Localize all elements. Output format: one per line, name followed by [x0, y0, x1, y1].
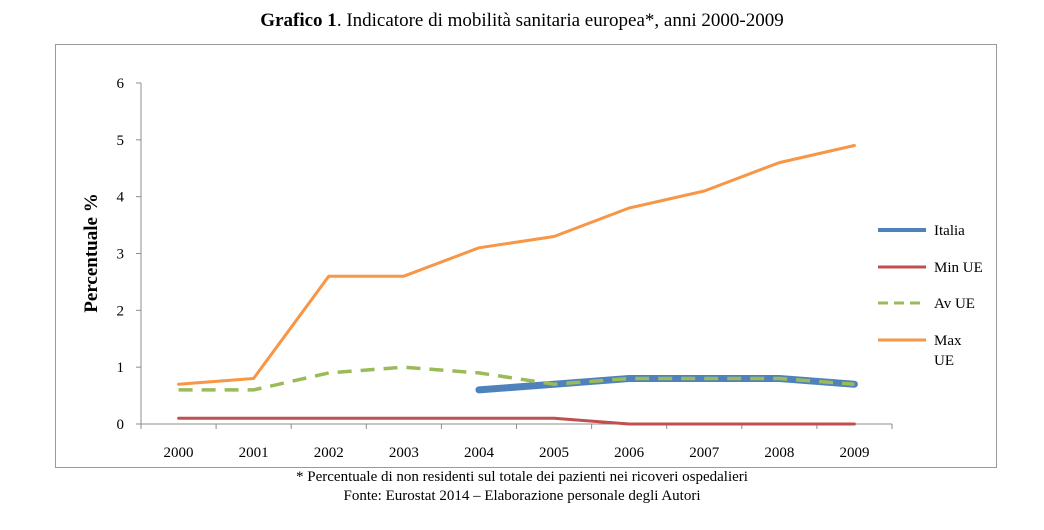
x-tick-label: 2009 [839, 445, 869, 461]
series-lines [177, 144, 858, 426]
x-tick-label: 2002 [314, 445, 344, 461]
x-tick-label: 2000 [164, 445, 194, 461]
footnote: * Percentuale di non residenti sul total… [296, 469, 748, 485]
y-tick-label: 6 [117, 76, 125, 92]
x-tick-label: 2005 [539, 445, 569, 461]
y-tick-label: 1 [117, 360, 125, 376]
legend: Italia Min UE Av UE Max UE [878, 223, 983, 369]
legend-label-italia: Italia [934, 223, 965, 239]
y-tick-label: 4 [117, 190, 125, 206]
legend-label-max-ue: Max UE [934, 333, 962, 369]
y-tick-label: 2 [117, 303, 125, 319]
x-tick-label: 2004 [464, 445, 495, 461]
chart-title-bold: Grafico 1 [260, 10, 337, 31]
chart-frame [55, 44, 997, 468]
y-tick-label: 0 [117, 417, 125, 433]
x-tick-label: 2006 [614, 445, 645, 461]
y-axis-title: Percentuale % [81, 193, 102, 312]
chart-title-rest: . Indicatore di mobilità sanitaria europ… [336, 10, 784, 31]
y-tick-label: 5 [117, 133, 125, 149]
series-line-max-ue [177, 144, 856, 386]
x-tick-label: 2001 [239, 445, 269, 461]
x-tick-label: 2008 [764, 445, 794, 461]
x-tick-label: 2003 [389, 445, 419, 461]
legend-label-av-ue: Av UE [934, 296, 975, 312]
axes: 0 1 2 3 4 5 6 2000 2001 2002 2003 2004 2005 2006 2007 2… [81, 76, 893, 461]
y-tick-label: 3 [117, 247, 125, 263]
series-line-min-ue [177, 416, 856, 426]
legend-label-min-ue: Min UE [934, 260, 983, 276]
x-tick-label: 2007 [689, 445, 720, 461]
chart-title: Grafico 1. Indicatore di mobilità sanita… [0, 10, 1044, 32]
source-note: Fonte: Eurostat 2014 – Elaborazione pers… [343, 488, 701, 504]
